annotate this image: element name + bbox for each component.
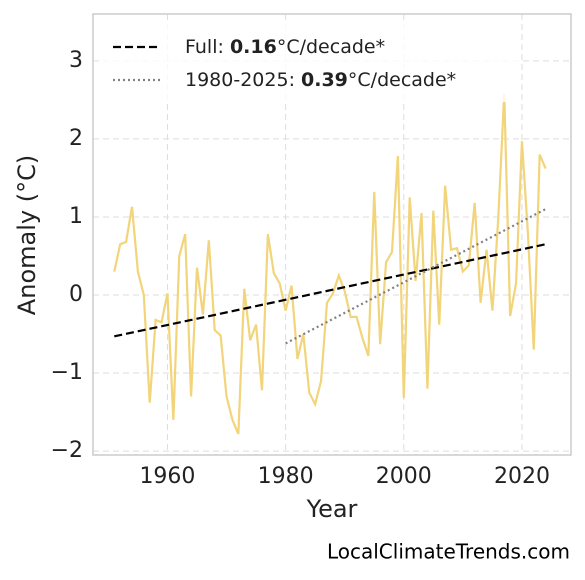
x-axis-label: Year — [306, 495, 358, 523]
y-tick-label: 1 — [69, 204, 83, 229]
labels: −2 −1 0 1 2 3 1960 1980 2000 2020 — [51, 48, 550, 489]
legend: Full: 0.16°C/decade*1980-2025: 0.39°C/de… — [113, 36, 456, 91]
legend-label-part: °C/decade* — [348, 69, 456, 91]
y-tick-label: −2 — [51, 438, 83, 463]
y-tick-label: 3 — [69, 48, 83, 73]
marks — [113, 93, 547, 435]
x-tick-label: 2000 — [376, 464, 432, 489]
y-tick-label: 0 — [69, 282, 83, 307]
plot-frame — [92, 13, 572, 456]
legend-box — [100, 24, 520, 102]
x-tick-label: 2020 — [494, 464, 550, 489]
source: LocalClimateTrends.com — [327, 540, 570, 564]
series-line — [285, 208, 547, 345]
legend-label: Full: 0.16°C/decade* — [185, 36, 385, 58]
legend-label-part: Full: — [185, 36, 230, 58]
y-tick-label: −1 — [51, 360, 83, 385]
legend-label: 1980-2025: 0.39°C/decade* — [185, 69, 456, 91]
legend-label-part: 0.16 — [230, 36, 277, 58]
legend-label-part: 1980-2025: — [185, 69, 301, 91]
legend-label-part: °C/decade* — [277, 36, 385, 58]
y-axis-label: Anomaly (°C) — [13, 155, 41, 315]
x-tick-label: 1980 — [258, 464, 314, 489]
y-tick-label: 2 — [69, 126, 83, 151]
x-tick-label: 1960 — [139, 464, 195, 489]
legend-label-part: 0.39 — [301, 69, 348, 91]
series-line — [113, 93, 547, 435]
series-line — [114, 243, 546, 338]
